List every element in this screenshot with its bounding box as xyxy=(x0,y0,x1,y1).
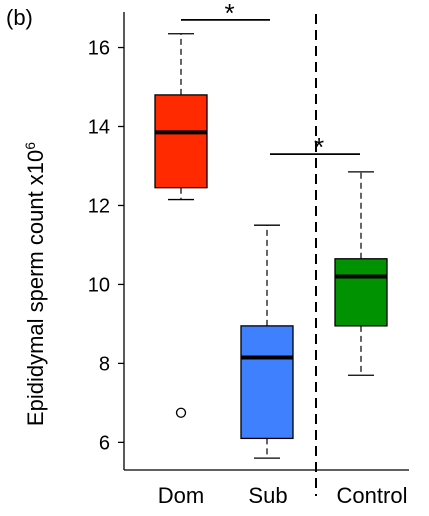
y-tick-label: 12 xyxy=(88,195,110,217)
y-axis-label-superscript: 6 xyxy=(22,142,38,150)
significance-brackets: ** xyxy=(181,0,360,162)
outlier-point xyxy=(175,407,187,418)
category-labels: Dom Sub Control xyxy=(158,483,408,508)
category-label-dom: Dom xyxy=(158,483,204,508)
panel-label: (b) xyxy=(6,5,33,30)
y-tick-label: 6 xyxy=(99,432,110,454)
y-tick-label: 8 xyxy=(99,353,110,375)
box-sub xyxy=(240,224,294,459)
boxes xyxy=(154,33,388,459)
y-tick-label: 14 xyxy=(88,117,110,139)
y-tick-label: 10 xyxy=(88,274,110,296)
y-tick-label: 16 xyxy=(88,38,110,60)
box-rect xyxy=(334,258,388,327)
category-label-sub: Sub xyxy=(248,483,287,508)
category-label-control: Control xyxy=(337,483,408,508)
significance-mark: * xyxy=(224,0,234,28)
box-rect xyxy=(240,325,294,440)
y-axis-label: Epididymal sperm count x106 xyxy=(22,142,48,426)
box-dom xyxy=(154,33,208,418)
significance-mark: * xyxy=(314,132,324,162)
axes: 6 8 10 12 14 16 xyxy=(88,12,409,471)
box-control xyxy=(334,171,388,376)
box-rect xyxy=(154,94,208,189)
